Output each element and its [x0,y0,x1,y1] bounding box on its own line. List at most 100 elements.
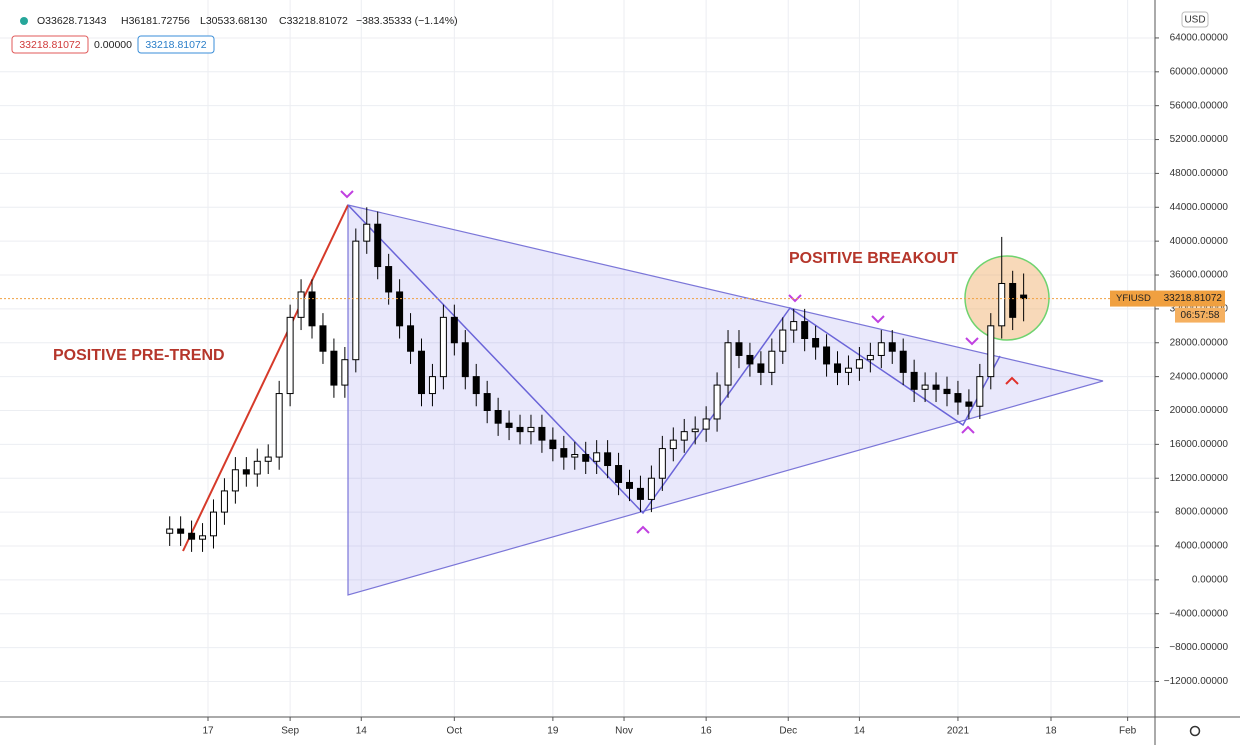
candle-body [330,350,338,386]
candle-body [680,431,688,441]
x-tick-label: 19 [547,726,559,737]
x-tick-label: Nov [615,726,633,737]
sell-box[interactable] [11,35,89,54]
countdown-box [1175,307,1225,323]
y-tick-label: 60000.00000 [1170,66,1229,77]
candle-body [855,359,863,369]
candle-body [308,291,316,327]
candle-body [1009,282,1017,318]
candle-body [834,363,842,373]
candle-body [209,511,217,537]
x-tick-label: 17 [202,726,214,737]
markers [340,190,979,534]
candle-body [790,321,798,331]
zigzag-line [347,204,1001,515]
candle-body [374,223,382,268]
x-tick-label: Sep [281,726,299,737]
candle-body [505,422,513,428]
candle-body [702,418,710,430]
ohlc-open: O33628.71343 [37,15,107,27]
candle-body [636,487,644,500]
ohlc-close: C33218.81072 [279,15,348,27]
candle-body [516,426,524,433]
candle-body [801,321,809,340]
candle-body [352,240,360,361]
buy-price[interactable]: 33218.81072 [145,39,206,51]
y-tick-label: 12000.00000 [1170,473,1229,484]
buy-box[interactable] [137,35,215,54]
y-tick-label: 4000.00000 [1175,541,1228,552]
candle-body [626,481,634,489]
ohlc-low: L30533.68130 [200,15,267,27]
y-tick-label: −4000.00000 [1169,608,1228,619]
candle-body [297,291,305,318]
candle-body [888,342,896,352]
candle-body [319,325,327,352]
candle-body [998,282,1006,327]
candle-body [549,439,557,450]
candle-body [177,528,185,534]
gear[interactable] [1189,725,1201,737]
candle-body [1020,294,1028,300]
candle-body [450,316,458,344]
candle-body [910,371,918,390]
y-tick-label: −12000.00000 [1164,676,1229,687]
candle-body [242,469,250,475]
annotation: POSITIVE BREAKOUT [789,250,958,267]
candle-body [363,223,371,242]
candle-body [582,454,590,462]
candle-body [877,342,885,356]
settings-icon[interactable] [1189,725,1201,737]
triangle-drawing [347,204,1104,596]
y-tick-label: 28000.00000 [1170,337,1229,348]
annotation: POSITIVE PRE-TREND [53,347,225,364]
y-tick-label: 36000.00000 [1170,270,1229,281]
candle-body [220,490,228,513]
sell-price[interactable]: 33218.81072 [19,39,80,51]
candle-body [417,350,425,395]
y-tick-label: 44000.00000 [1170,202,1229,213]
candles [166,207,1028,552]
candle-body [669,439,677,450]
candle-body [746,354,754,365]
candle-body [691,428,699,433]
breakout-circle [964,255,1050,341]
y-tick-label: 24000.00000 [1170,371,1229,382]
candle-body [483,393,491,411]
candle-body [275,393,283,458]
candle-body [921,384,929,390]
candle-body [976,376,984,407]
price-value: 33218.81072 [1164,293,1223,304]
x-tick-label: Oct [447,726,463,737]
y-tick-label: 16000.00000 [1170,439,1229,450]
x-tick-label: 18 [1045,726,1057,737]
x-tick-label: Dec [779,726,797,737]
candle-body [604,452,612,467]
marker-down [340,190,354,199]
y-tick-label: 40000.00000 [1170,236,1229,247]
candle-body [724,342,732,386]
candle-body [735,342,743,356]
candle-body [199,535,207,540]
candle-body [954,393,962,403]
spread: 0.00000 [94,39,132,51]
candle-body [253,460,261,475]
candle-body [560,448,568,458]
candle-body [264,456,272,462]
currency-label[interactable]: USD [1184,15,1205,26]
candle-body [396,291,404,327]
y-tick-label: 56000.00000 [1170,100,1229,111]
candle-body [713,384,721,420]
marker-down [965,337,979,346]
x-tick-label: 14 [356,726,368,737]
candle-body [932,384,940,390]
x-tick-label: 16 [701,726,713,737]
candle-body [385,266,393,293]
candle-body [341,359,349,386]
currency-button[interactable] [1181,11,1209,28]
marker-up [636,525,650,534]
candle-body [658,448,666,479]
countdown: 06:57:58 [1181,310,1220,321]
